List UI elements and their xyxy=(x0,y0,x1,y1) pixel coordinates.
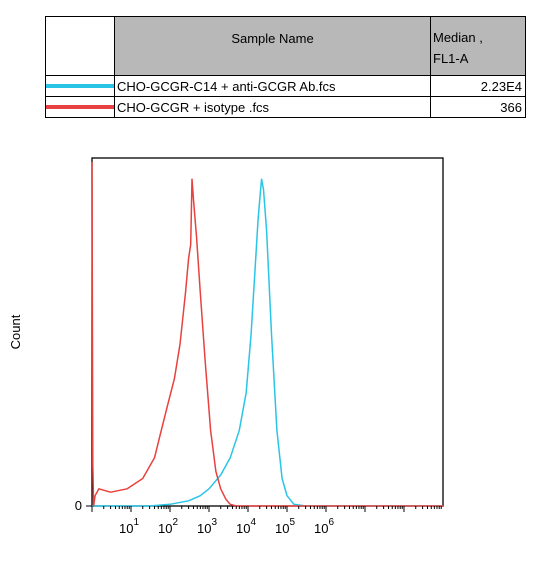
x-tick-label: 104 xyxy=(236,517,256,536)
header-median: Median , FL1-A xyxy=(430,16,526,76)
table-row: CHO-GCGR + isotype .fcs 366 xyxy=(45,96,526,118)
x-tick-base: 10 xyxy=(236,521,250,536)
legend-swatch-red xyxy=(45,96,115,118)
x-tick-label: 103 xyxy=(197,517,217,536)
x-tick-base: 10 xyxy=(158,521,172,536)
x-tick-exponent: 1 xyxy=(133,517,139,528)
plot-frame xyxy=(91,157,444,507)
swatch-line xyxy=(46,105,114,109)
header-sample-name: Sample Name xyxy=(114,16,431,76)
y-axis-label: Count xyxy=(8,314,23,349)
series-layer xyxy=(91,161,443,507)
x-tick-label: 102 xyxy=(158,517,178,536)
median-value-cell: 2.23E4 xyxy=(430,75,526,97)
plot-border xyxy=(91,157,444,507)
x-tick-exponent: 2 xyxy=(172,517,178,528)
sample-name-cell: CHO-GCGR-C14 + anti-GCGR Ab.fcs xyxy=(114,75,431,97)
x-tick-exponent: 6 xyxy=(328,517,334,528)
x-tick-exponent: 5 xyxy=(289,517,295,528)
header-blank-cell xyxy=(45,16,115,76)
series-line-0 xyxy=(92,178,443,507)
x-tick-base: 10 xyxy=(314,521,328,536)
header-median-line2: FL1-A xyxy=(433,51,469,66)
x-tick-label: 105 xyxy=(275,517,295,536)
sample-name-cell: CHO-GCGR + isotype .fcs xyxy=(114,96,431,118)
legend-swatch-cyan xyxy=(45,75,115,97)
series-line-1 xyxy=(91,161,443,507)
x-tick-label: 101 xyxy=(119,517,139,536)
y-tick-label: 0 xyxy=(75,498,82,513)
swatch-line xyxy=(46,84,114,88)
x-tick-base: 10 xyxy=(275,521,289,536)
x-tick-base: 10 xyxy=(197,521,211,536)
table-header-row: Sample Name Median , FL1-A xyxy=(45,16,526,76)
x-tick-exponent: 4 xyxy=(250,517,256,528)
legend-table: Sample Name Median , FL1-A CHO-GCGR-C14 +… xyxy=(45,16,526,118)
header-median-line1: Median , xyxy=(433,30,483,45)
x-tick-exponent: 3 xyxy=(211,517,217,528)
median-value-cell: 366 xyxy=(430,96,526,118)
x-tick-base: 10 xyxy=(119,521,133,536)
x-tick-label: 106 xyxy=(314,517,334,536)
table-row: CHO-GCGR-C14 + anti-GCGR Ab.fcs 2.23E4 xyxy=(45,75,526,97)
